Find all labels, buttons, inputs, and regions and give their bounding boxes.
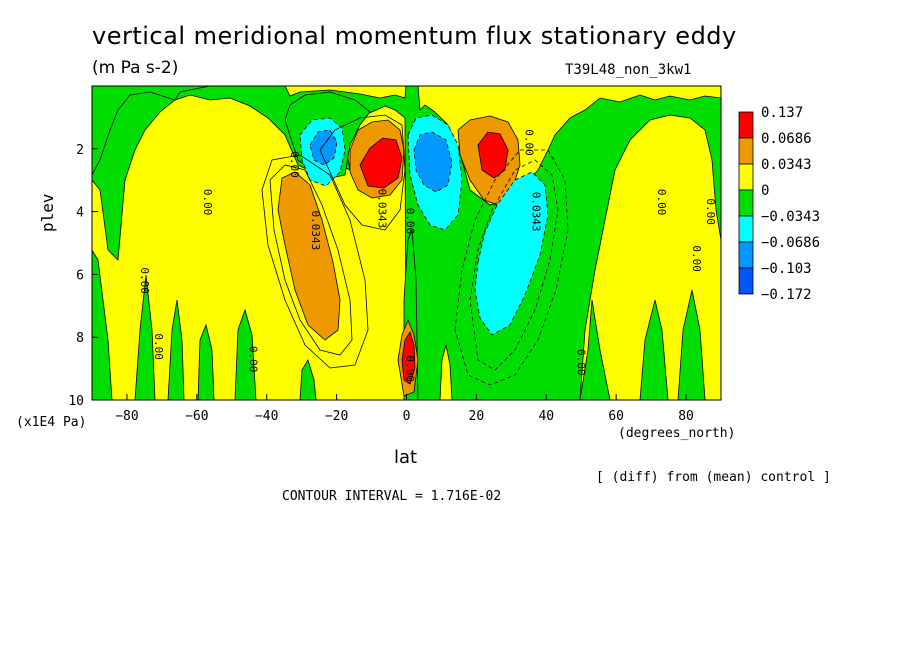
contour-label: 0.00: [704, 198, 717, 225]
legend-swatch: [738, 189, 754, 217]
contour-label: 0.00: [201, 189, 214, 216]
legend-swatch: [738, 137, 754, 165]
x-tick-label: −60: [185, 409, 208, 424]
yellow-equator-sliver: [439, 344, 453, 400]
color-legend: 0.137 0.0686 0.0343 0 −0.0343 −0.0686 −0.103 −0…: [738, 105, 820, 303]
legend-label: −0.0686: [761, 235, 820, 251]
legend-swatch: [738, 163, 754, 191]
green-finger-2: [134, 274, 156, 400]
green-finger-6: [299, 359, 317, 400]
x-tick-label: −20: [325, 409, 348, 424]
legend-label: 0.137: [761, 105, 803, 121]
y-tick-label: 8: [76, 331, 84, 346]
orange-lobe-sh: [277, 171, 341, 341]
legend-swatch: [738, 267, 754, 295]
x-axis-unit: (degrees_north): [618, 426, 736, 441]
legend-label: 0.0686: [761, 131, 812, 147]
contour-label: 0.0343: [376, 189, 389, 229]
green-finger-4: [197, 323, 215, 400]
red-core-center: [359, 137, 403, 189]
legend-swatch: [738, 241, 754, 269]
legend-label: −0.103: [761, 261, 812, 277]
y-axis-unit: (x1E4 Pa): [16, 415, 87, 430]
contour-label: 0.00: [404, 355, 417, 382]
y-tick-label: 6: [76, 268, 84, 283]
x-tick-label: 80: [678, 409, 694, 424]
dashed-contour-1: [469, 159, 559, 371]
cyan-lobe-nh: [474, 171, 549, 336]
legend-label: −0.172: [761, 287, 812, 303]
diff-note: [ (diff) from (mean) control ]: [596, 470, 831, 485]
legend-swatch: [738, 215, 754, 243]
contour-label: 0.00: [690, 245, 703, 272]
legend-label: 0: [761, 183, 769, 199]
x-tick-label: 40: [538, 409, 554, 424]
x-tick-label: 20: [469, 409, 485, 424]
contour-label: 0.00: [152, 333, 165, 360]
legend-swatch: [738, 111, 754, 139]
contour-interval: CONTOUR INTERVAL = 1.716E-02: [282, 489, 502, 504]
green-topleft-lobe: [92, 86, 211, 176]
blue-core-sh: [309, 129, 338, 166]
x-axis-label: lat: [394, 447, 418, 468]
plot-area: [92, 86, 721, 400]
contour-label: 0.00: [575, 349, 588, 376]
contour-labels: 0.00 0.00 0.00 0.00 0.00 0.0343 0.0343 0.00 0.00…: [138, 129, 717, 382]
x-tick-label: 0: [403, 409, 411, 424]
contour-label: 0.00: [404, 208, 417, 235]
run-name: T39L48_non_3kw1: [565, 62, 692, 78]
contour-label: 0.00: [655, 189, 668, 216]
red-equator-base: [401, 331, 416, 385]
contour-label: 0.0343: [309, 211, 322, 251]
chart-title: vertical meridional momentum flux statio…: [92, 22, 737, 50]
yellow-region-nh-east: [579, 114, 721, 400]
contour-label: 0.0343: [529, 192, 542, 232]
x-tick-label: 60: [608, 409, 624, 424]
green-finger-1: [92, 249, 113, 400]
legend-label: −0.0343: [761, 209, 820, 225]
solid-contour-sh-2: [261, 154, 369, 369]
solid-contour-sh: [269, 164, 353, 356]
y-tick-label: 4: [76, 206, 84, 221]
contour-label: 0.00: [246, 346, 259, 373]
x-axis: −80 −60 −40 −20 0 20 40 60 80: [115, 394, 694, 424]
green-finger-5: [234, 308, 257, 400]
green-finger-3: [167, 299, 185, 400]
dashed-contour-2: [454, 149, 569, 386]
x-tick-label: −40: [255, 409, 278, 424]
legend-label: 0.0343: [761, 157, 812, 173]
y-axis: 2 4 6 8 10: [68, 143, 98, 409]
x-tick-label: −80: [115, 409, 138, 424]
red-core-nh: [477, 131, 509, 179]
contour-label: 0.00: [522, 129, 535, 156]
blue-core-center: [413, 131, 453, 193]
contour-label: 0.00: [138, 267, 151, 294]
contour-label: 0.00: [288, 151, 301, 178]
y-tick-label: 10: [68, 394, 84, 409]
solid-contour-sh-3: [319, 114, 406, 231]
y-tick-label: 2: [76, 143, 84, 158]
chart-units: (m Pa s-2): [92, 58, 179, 78]
yellow-region-top-left: [92, 86, 407, 99]
